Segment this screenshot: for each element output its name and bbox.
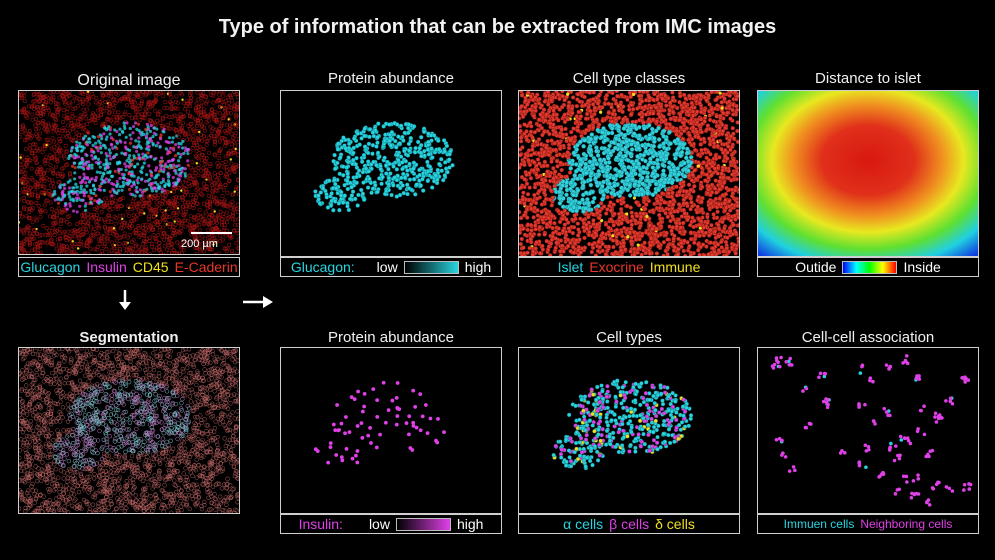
legend-immune: Immune (649, 259, 701, 275)
scale-bar-label: 200 µm (181, 238, 218, 250)
insulin-legend: Insulin: low high (280, 514, 502, 534)
legend-glucagon: Glucagon (20, 259, 81, 275)
legend-immune-cells: Immuen cells (783, 517, 855, 531)
legend-delta-cells: δ cells (655, 516, 695, 532)
legend-exocrine: Exocrine (589, 259, 644, 275)
arrow-right-icon (243, 291, 275, 313)
insulin-legend-label: Insulin: (298, 516, 343, 532)
distance-gradient-bar (842, 260, 898, 274)
glucagon-high-label: high (464, 259, 492, 275)
association-legend: Immuen cells Neighboring cells (757, 514, 979, 534)
legend-ecaderin: E-Caderin (174, 259, 238, 275)
insulin-gradient-bar (395, 517, 451, 531)
original-image-panel: 200 µm (18, 90, 240, 255)
legend-beta-cells: β cells (609, 516, 650, 532)
legend-alpha-cells: α cells (563, 516, 604, 532)
insulin-cells-texture (313, 380, 446, 465)
insulin-panel (280, 347, 502, 514)
scale-bar (191, 232, 232, 234)
panel-title-insulin: Protein abundance (328, 329, 454, 346)
panel-title-glucagon: Protein abundance (328, 70, 454, 87)
segmentation-texture (19, 348, 239, 513)
celltypes-legend: α cells β cells δ cells (518, 514, 740, 534)
panel-title-celltypes: Cell types (596, 329, 662, 346)
celltype-classes-panel (518, 90, 740, 257)
arrow-down-icon (118, 290, 132, 316)
association-clusters (770, 354, 973, 507)
panel-title-association: Cell-cell association (801, 329, 935, 346)
original-tissue-texture (19, 91, 239, 254)
distance-legend: Outide Inside (757, 257, 979, 277)
celltypes-texture (551, 378, 694, 471)
glucagon-panel (280, 90, 502, 257)
segmentation-panel (18, 347, 240, 514)
figure-title: Type of information that can be extracte… (218, 16, 777, 38)
glucagon-gradient-bar (403, 260, 459, 274)
legend-islet: Islet (557, 259, 584, 275)
glucagon-cells-texture (313, 120, 455, 213)
panel-title-celltype-classes: Cell type classes (572, 70, 686, 87)
celltypes-panel (518, 347, 740, 514)
association-panel (757, 347, 979, 514)
distance-low-label: Outide (795, 259, 837, 275)
panel-title-segmentation: Segmentation (79, 329, 179, 346)
celltype-classes-texture (519, 91, 739, 256)
legend-neighboring-cells: Neighboring cells (860, 517, 953, 531)
glucagon-low-label: low (376, 259, 398, 275)
panel-title-original: Original image (77, 72, 181, 89)
insulin-high-label: high (456, 516, 484, 532)
legend-cd45: CD45 (132, 259, 169, 275)
distance-panel (757, 90, 979, 257)
glucagon-legend: Glucagon: low high (280, 257, 502, 277)
celltype-classes-legend: Islet Exocrine Immune (518, 257, 740, 277)
glucagon-legend-label: Glucagon: (290, 259, 355, 275)
legend-insulin: Insulin (86, 259, 127, 275)
original-legend: Glucagon Insulin CD45 E-Caderin (18, 257, 240, 277)
distance-high-label: Inside (903, 259, 941, 275)
panel-title-distance: Distance to islet (815, 70, 921, 87)
insulin-low-label: low (368, 516, 390, 532)
